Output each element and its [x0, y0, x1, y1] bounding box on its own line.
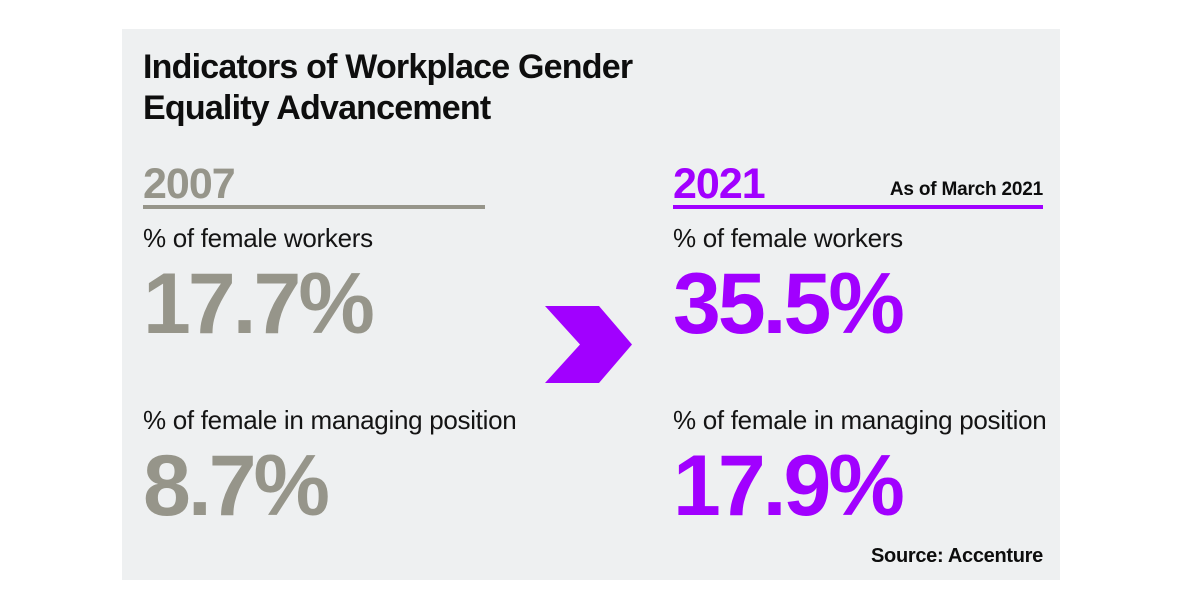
column-2021: 2021 As of March 2021 % of female worker… [673, 29, 1047, 580]
source-credit: Source: Accenture [871, 545, 1043, 567]
metric-label-managing-position-2007: % of female in managing position [143, 405, 517, 435]
chevron-right-icon [545, 306, 632, 383]
metric-value-managing-position-2021: 17.9% [673, 438, 905, 534]
metric-label-female-workers-2021: % of female workers [673, 223, 903, 253]
title-line-1: Indicators of Workplace Gender [143, 48, 633, 86]
metric-label-managing-position-2021: % of female in managing position [673, 405, 1047, 435]
divider-2007 [143, 205, 485, 209]
metric-label-female-workers-2007: % of female workers [143, 223, 373, 253]
infographic-card: Indicators of Workplace Gender Equality … [122, 29, 1060, 580]
year-2007-heading: 2007 [143, 160, 236, 208]
metric-value-female-workers-2021: 35.5% [673, 256, 905, 352]
page-title: Indicators of Workplace Gender Equality … [143, 47, 633, 129]
title-line-2: Equality Advancement [143, 89, 491, 127]
metric-value-managing-position-2007: 8.7% [143, 438, 330, 534]
column-2007: 2007 % of female workers 17.7% % of fema… [143, 29, 517, 580]
metric-value-female-workers-2007: 17.7% [143, 256, 375, 352]
year-2021-heading: 2021 [673, 160, 766, 208]
as-of-note: As of March 2021 [889, 179, 1043, 200]
divider-2021 [673, 205, 1043, 209]
